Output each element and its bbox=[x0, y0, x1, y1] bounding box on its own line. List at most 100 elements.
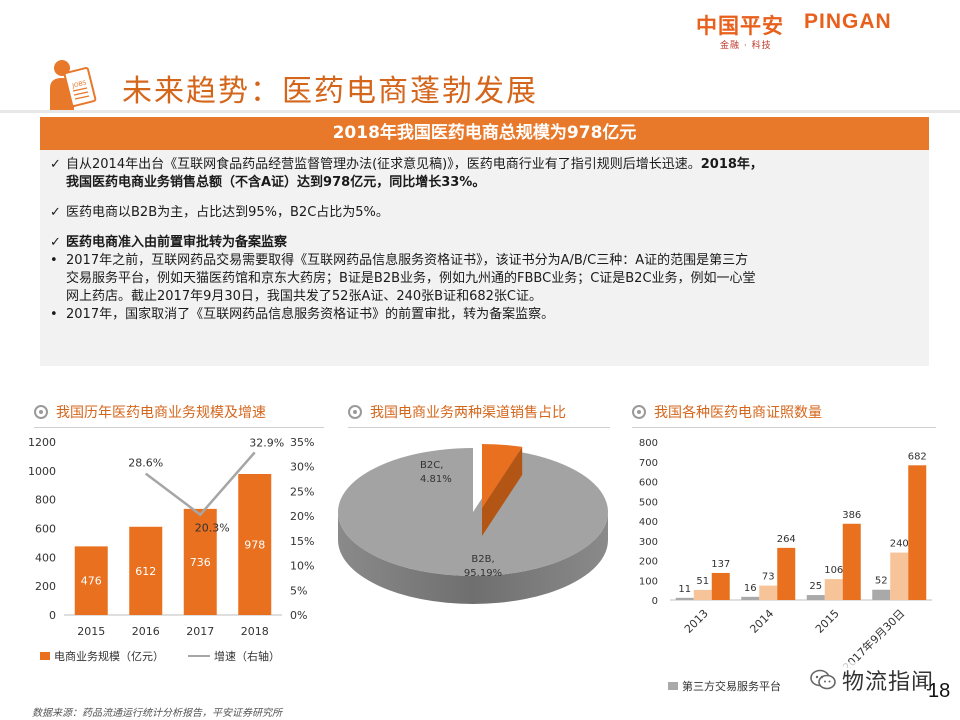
pie-slice-b2b bbox=[338, 448, 608, 576]
x-tick-label: 2014 bbox=[747, 607, 776, 636]
y-tick-label: 500 bbox=[639, 497, 658, 508]
y-tick-label: 100 bbox=[639, 576, 658, 587]
bar-value-label: 240 bbox=[890, 539, 909, 550]
x-tick-label: 2016 bbox=[132, 625, 160, 638]
bar-value-label: 106 bbox=[824, 565, 843, 576]
y-tick-label: 200 bbox=[639, 557, 658, 568]
target-icon bbox=[34, 405, 48, 419]
y-tick-label: 1000 bbox=[28, 465, 56, 478]
jobs-person-icon: JOBS bbox=[46, 58, 98, 114]
legend-swatch-growth bbox=[188, 655, 210, 657]
legend-label-growth: 增速（右轴） bbox=[214, 650, 280, 663]
y2-tick-label: 5% bbox=[290, 584, 307, 597]
x-tick-label: 2015 bbox=[77, 625, 105, 638]
y-tick-label: 0 bbox=[652, 596, 658, 607]
bar-license bbox=[741, 596, 760, 600]
growth-value-label: 28.6% bbox=[128, 457, 163, 470]
title-divider bbox=[0, 110, 960, 113]
b2b-value-label: 95.19% bbox=[464, 568, 502, 579]
point-5-text: 2017年，国家取消了《互联网药品信息服务资格证书》的前置审批，转为备案监察。 bbox=[66, 307, 555, 322]
point-4-line-3: 网上药店。截止2017年9月30日，我国共发了52张A证、240张B证和682张… bbox=[66, 289, 542, 304]
logo-subtitle: 金融 · 科技 bbox=[720, 41, 772, 51]
section-1-title: 我国历年医药电商业务规模及增速 bbox=[56, 405, 266, 421]
wechat-icon bbox=[810, 669, 836, 690]
data-source-note: 数据来源：药品流通运行统计分析报告，平安证券研究所 bbox=[32, 708, 282, 719]
bar-license bbox=[890, 552, 909, 600]
x-tick-label: 2015 bbox=[813, 607, 842, 636]
bar-license bbox=[759, 585, 778, 600]
growth-value-label: 20.3% bbox=[195, 522, 230, 535]
y-tick-label: 600 bbox=[639, 478, 658, 489]
bar-scale bbox=[74, 546, 108, 615]
section-2-header: 我国电商业务两种渠道销售占比 bbox=[348, 402, 566, 422]
y2-tick-label: 35% bbox=[290, 436, 314, 449]
bar-value-label: 73 bbox=[762, 572, 775, 583]
point-3-text: 医药电商准入由前置审批转为备案监察 bbox=[66, 235, 288, 250]
target-icon bbox=[348, 405, 362, 419]
x-tick-label: 2018 bbox=[241, 625, 269, 638]
bullet-icon: • bbox=[50, 253, 58, 268]
y-tick-label: 1200 bbox=[28, 436, 56, 449]
y-tick-label: 400 bbox=[639, 517, 658, 528]
bar-license bbox=[872, 589, 891, 600]
bar-value-label: 736 bbox=[190, 556, 211, 569]
jobs-text: JOBS bbox=[71, 79, 88, 90]
bar-value-label: 476 bbox=[81, 575, 102, 588]
legend-label-platform: 第三方交易服务平台 bbox=[682, 680, 781, 693]
bar-value-label: 682 bbox=[908, 451, 927, 462]
y-tick-label: 700 bbox=[639, 458, 658, 469]
y2-tick-label: 25% bbox=[290, 485, 314, 498]
bar-value-label: 386 bbox=[842, 510, 861, 521]
bar-license bbox=[711, 572, 730, 600]
scale-growth-chart: 0 200 400 600 800 1000 1200 0% 5% 10% 15% 20% 25% 30%… bbox=[28, 436, 314, 638]
growth-line bbox=[144, 451, 256, 517]
bar-value-label: 16 bbox=[744, 583, 757, 594]
point-1-text: 自从2014年出台《互联网食品药品经营监督管理办法(征求意见稿)》，医药电商行业… bbox=[66, 157, 701, 172]
summary-banner: 2018年我国医药电商总规模为978亿元 bbox=[40, 117, 929, 150]
y2-tick-label: 0% bbox=[290, 609, 307, 622]
bar-scale bbox=[183, 508, 217, 615]
summary-point-1: ✓ 自从2014年出台《互联网食品药品经营监督管理办法(征求意见稿)》，医药电商… bbox=[50, 156, 917, 192]
bar-license bbox=[777, 547, 796, 600]
check-icon: ✓ bbox=[50, 235, 61, 250]
y-tick-label: 800 bbox=[35, 494, 56, 507]
bar-scale bbox=[238, 474, 272, 615]
point-1-bold-a: 2018年， bbox=[700, 157, 763, 172]
channel-share-pie: B2C, 4.81% B2B, 95.19% bbox=[338, 444, 608, 604]
check-icon: ✓ bbox=[50, 157, 61, 172]
y-tick-label: 300 bbox=[639, 537, 658, 548]
bar-license bbox=[693, 589, 712, 600]
logo-cn-text: 中国平安 bbox=[696, 14, 784, 38]
bar-license bbox=[824, 579, 843, 600]
point-2-text: 医药电商以B2B为主，占比达到95%，B2C占比为5%。 bbox=[66, 205, 389, 220]
bar-license bbox=[842, 523, 861, 600]
page-title: 未来趋势：医药电商蓬勃发展 bbox=[122, 74, 538, 109]
legend-swatch-scale bbox=[40, 652, 50, 660]
x-tick-label: 2017 bbox=[186, 625, 214, 638]
watermark-text: 物流指闻 bbox=[842, 670, 935, 695]
summary-point-5: • 2017年，国家取消了《互联网药品信息服务资格证书》的前置审批，转为备案监察… bbox=[50, 306, 917, 324]
legend-label-scale: 电商业务规模（亿元） bbox=[54, 650, 164, 663]
y2-tick-label: 10% bbox=[290, 560, 314, 573]
section-2-divider bbox=[348, 427, 610, 428]
bar-value-label: 612 bbox=[135, 565, 156, 578]
bar-value-label: 137 bbox=[711, 559, 730, 570]
pie-slice-b2c bbox=[482, 444, 523, 508]
summary-point-4: • 2017年之前，互联网药品交易需要取得《互联网药品信息服务资格证书》，该证书… bbox=[50, 252, 917, 306]
y-tick-label: 200 bbox=[35, 580, 56, 593]
bar-value-label: 25 bbox=[809, 581, 822, 592]
summary-point-3: ✓ 医药电商准入由前置审批转为备案监察 bbox=[50, 234, 917, 252]
b2c-label: B2C, bbox=[420, 460, 443, 471]
point-1-bold-b: 我国医药电商业务销售总额（不含A证）达到978亿元，同比增长33%。 bbox=[66, 175, 486, 190]
y-tick-label: 800 bbox=[639, 438, 658, 449]
pie-side-wall bbox=[338, 512, 608, 604]
bar-value-label: 264 bbox=[777, 534, 796, 545]
y-tick-label: 600 bbox=[35, 523, 56, 536]
y2-tick-label: 30% bbox=[290, 461, 314, 474]
section-2-title: 我国电商业务两种渠道销售占比 bbox=[370, 405, 566, 421]
summary-point-2: ✓ 医药电商以B2B为主，占比达到95%，B2C占比为5%。 bbox=[50, 204, 917, 222]
target-icon bbox=[632, 405, 646, 419]
pie-slice-b2c-side bbox=[482, 446, 523, 536]
bar-license bbox=[806, 595, 825, 600]
section-1-divider bbox=[34, 427, 324, 428]
